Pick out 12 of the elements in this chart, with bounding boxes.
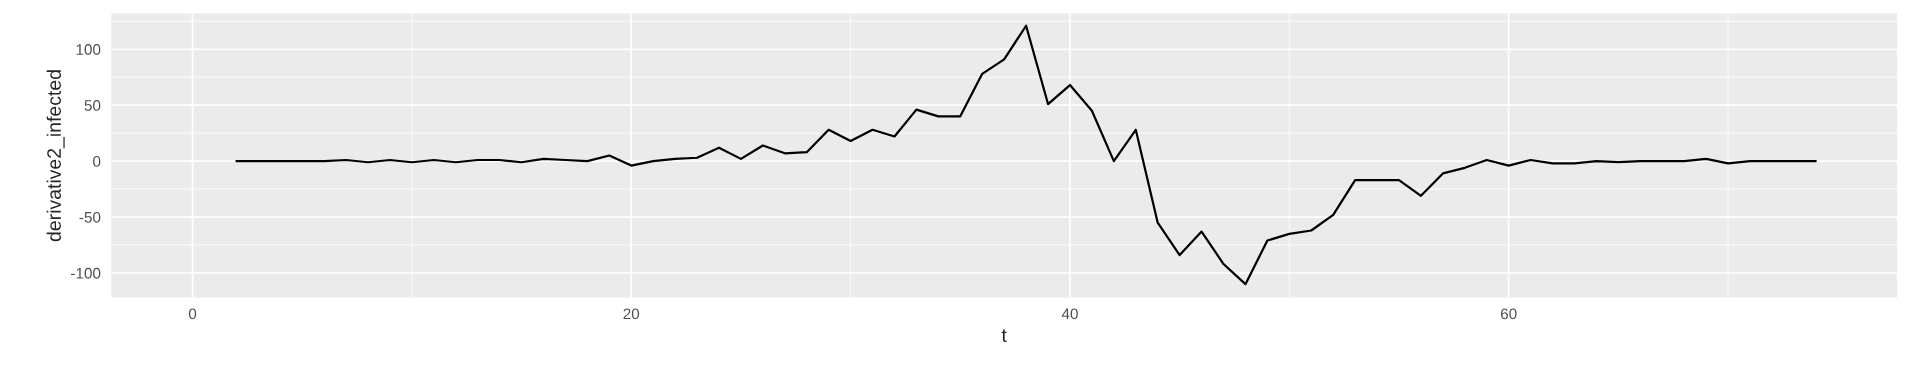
y-tick-label: -50 (79, 211, 101, 223)
y-tick-label: 0 (93, 155, 101, 167)
x-tick-label: 60 (1500, 308, 1517, 320)
y-axis-title: derivative2_infected (46, 70, 65, 242)
line-series (235, 24, 1817, 286)
x-tick-label: 40 (1061, 308, 1078, 320)
x-axis-title: t (1001, 329, 1007, 343)
y-tick-label: 50 (84, 100, 101, 111)
y-tick-label: -100 (71, 267, 101, 279)
x-tick-label: 0 (188, 308, 197, 320)
y-tick-label: 100 (76, 44, 101, 55)
x-tick-label: 20 (623, 308, 640, 320)
